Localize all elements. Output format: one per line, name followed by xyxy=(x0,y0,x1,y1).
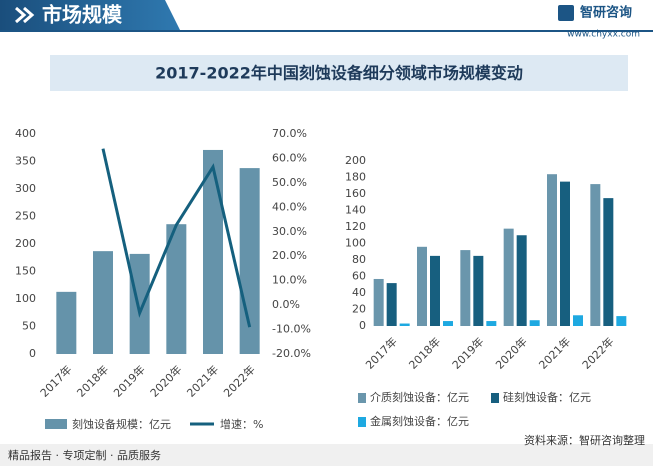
tick-label: 120 xyxy=(345,220,366,233)
bar xyxy=(486,321,497,326)
bar xyxy=(529,320,540,326)
bar xyxy=(590,184,601,326)
brand: 智研咨询 xyxy=(580,5,632,21)
tick-label: 50 xyxy=(22,320,36,333)
legend-label: 增速：% xyxy=(220,417,263,431)
bar xyxy=(460,250,471,326)
tick-label: 200 xyxy=(345,154,366,167)
tick-label: 70.0% xyxy=(272,127,307,140)
bar xyxy=(616,316,627,326)
bar xyxy=(603,198,614,326)
tick-label: 0.0% xyxy=(272,298,300,311)
legend-label: 硅刻蚀设备：亿元 xyxy=(503,390,591,404)
line xyxy=(101,148,252,328)
legend-swatch xyxy=(45,419,67,429)
bar xyxy=(399,323,410,326)
title-box xyxy=(50,55,628,91)
tick-label: 80 xyxy=(352,253,366,266)
bar xyxy=(430,255,440,326)
footer-bar xyxy=(0,444,653,466)
tick-label: 40 xyxy=(352,286,366,299)
tick-label: 30.0% xyxy=(272,225,307,238)
logo-mark xyxy=(558,5,574,21)
bar xyxy=(503,228,514,326)
tick-label: 20 xyxy=(352,303,366,316)
legend-swatch xyxy=(491,393,499,403)
tick-label: 10.0% xyxy=(272,274,307,287)
tick-label: 20.0% xyxy=(272,249,307,262)
tick-label: -20.0% xyxy=(272,347,311,360)
bar xyxy=(129,253,150,354)
tick-label: 40.0% xyxy=(272,200,307,213)
bar xyxy=(166,224,187,354)
chart-title: 2017-2022年中国刻蚀设备细分领域市场规模变动 xyxy=(155,64,523,83)
legend-label: 金属刻蚀设备：亿元 xyxy=(370,414,469,428)
tick-label: 400 xyxy=(15,127,36,140)
site: www.chyxx.com xyxy=(567,30,640,40)
tick-label: 180 xyxy=(345,171,366,184)
header-rule xyxy=(0,30,653,32)
header-tab xyxy=(0,0,180,30)
bar xyxy=(417,246,427,326)
bar xyxy=(516,235,527,326)
legend-label: 刻蚀设备规模：亿元 xyxy=(72,417,171,431)
tick-label: 150 xyxy=(15,265,36,278)
legend-swatch xyxy=(358,393,366,403)
tick-label: 60 xyxy=(352,270,366,283)
legend-label: 介质刻蚀设备：亿元 xyxy=(370,390,469,404)
bar xyxy=(560,181,570,326)
tick-label: 100 xyxy=(15,292,36,305)
tick-label: 160 xyxy=(345,187,366,200)
tick-label: 60.0% xyxy=(272,151,307,164)
bar xyxy=(203,149,223,354)
bar xyxy=(373,278,384,326)
tick-label: -10.0% xyxy=(272,323,311,336)
legend-swatch xyxy=(358,417,366,427)
bar xyxy=(56,291,77,354)
footer-source: 资料来源：智研咨询整理 xyxy=(524,433,645,447)
tick-label: 250 xyxy=(15,210,36,223)
bar xyxy=(443,321,453,326)
bar xyxy=(93,251,113,354)
footer-slogan: 精品报告 · 专项定制 · 品质服务 xyxy=(8,448,161,462)
bar xyxy=(573,315,583,326)
tick-label: 300 xyxy=(15,182,36,195)
bar xyxy=(547,174,557,326)
tick-label: 50.0% xyxy=(272,176,307,189)
header-icon xyxy=(15,6,35,24)
tick-label: 350 xyxy=(15,155,36,168)
tick-label: 140 xyxy=(345,204,366,217)
bar xyxy=(386,283,397,326)
tick-label: 200 xyxy=(15,237,36,250)
header-title: 市场规模 xyxy=(42,3,123,27)
tick-label: 0 xyxy=(359,319,366,332)
bar xyxy=(473,255,484,326)
tick-label: 100 xyxy=(345,237,366,250)
tick-label: 0 xyxy=(29,347,36,360)
